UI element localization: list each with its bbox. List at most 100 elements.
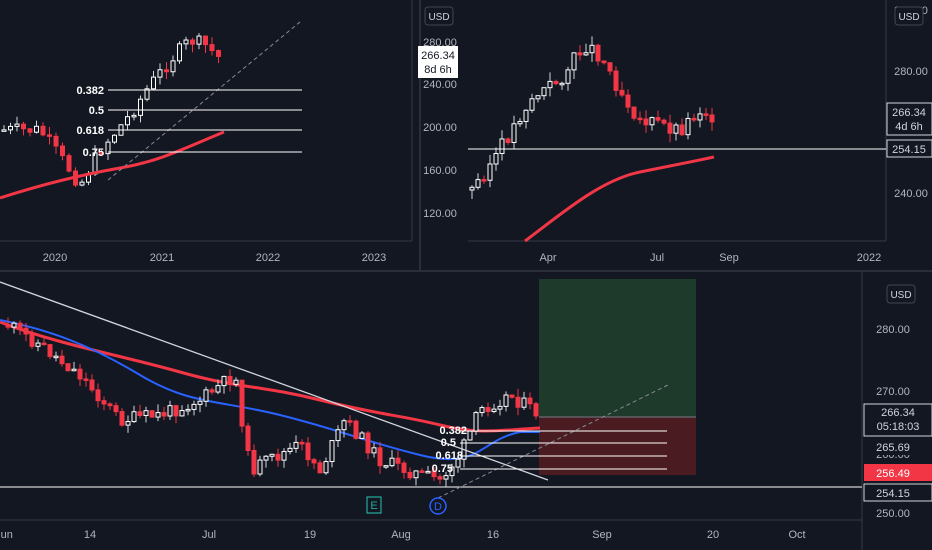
candle (185, 408, 191, 412)
candle (497, 405, 503, 410)
x-tick-label: 16 (487, 529, 499, 541)
candle (323, 461, 329, 474)
candle (467, 430, 473, 441)
candle (485, 407, 491, 412)
stop-price: 256.49 (876, 468, 910, 480)
candle (196, 35, 202, 45)
candle (625, 94, 631, 108)
candle (341, 420, 347, 431)
x-tick-label: 2023 (362, 252, 386, 264)
candle (371, 447, 377, 454)
candle (517, 120, 523, 125)
candle (493, 153, 499, 165)
candle (233, 379, 239, 385)
candle (697, 113, 703, 121)
x-tick-label: 19 (304, 529, 316, 541)
candle (527, 397, 533, 405)
candle (475, 179, 481, 188)
candle (377, 447, 383, 467)
candle (425, 470, 431, 474)
candle (583, 52, 589, 56)
candle (53, 355, 59, 359)
candle (157, 69, 163, 78)
fib-label: 0.5 (89, 105, 104, 117)
support-price: 254.15 (876, 488, 910, 500)
candle (479, 407, 485, 414)
candle (365, 432, 371, 454)
candle (138, 98, 143, 116)
candle (487, 163, 493, 181)
candle (643, 118, 649, 126)
candle (691, 117, 697, 121)
currency-button[interactable] (894, 6, 924, 26)
candle (613, 70, 619, 91)
last-price: 266.34 (421, 50, 455, 62)
candle (190, 39, 195, 45)
candle (509, 394, 515, 398)
fib-label: 0.5 (441, 437, 456, 449)
candle (637, 117, 643, 121)
candle (59, 355, 65, 365)
last-price-tag (886, 102, 932, 136)
candle (499, 138, 505, 155)
candle (505, 138, 511, 143)
y-tick-label: 250.00 (876, 508, 910, 520)
candle (673, 124, 679, 134)
candle (227, 375, 233, 385)
fib-levels: 0.382 0.5 0.618 0.75 (76, 85, 302, 159)
candle (661, 119, 667, 124)
candle (515, 396, 521, 408)
candle (17, 322, 23, 329)
bottom-chart[interactable]: 0.382 0.5 0.618 0.75 E D Jun 14 Jul 19 A… (0, 271, 932, 550)
candle (305, 442, 311, 461)
dividend-marker[interactable]: D (429, 497, 447, 515)
candle (215, 385, 221, 393)
candle (35, 342, 41, 347)
candle (113, 405, 119, 413)
support-price-tag (863, 483, 932, 502)
descending-trendline (0, 281, 549, 481)
candle (11, 322, 17, 328)
candle (14, 123, 20, 127)
x-tick-label: Jul (202, 529, 216, 541)
candle (269, 453, 275, 457)
candle (703, 113, 709, 116)
candle (119, 411, 125, 426)
earnings-marker[interactable]: E (366, 496, 382, 514)
candle (112, 134, 117, 143)
currency-button[interactable] (424, 6, 454, 26)
x-tick-label: Jul (650, 252, 664, 264)
candle (131, 411, 137, 423)
candle (601, 60, 607, 64)
candle (709, 114, 715, 123)
candle (105, 141, 111, 155)
candle (95, 389, 101, 402)
top-left-chart[interactable]: 0.382 0.5 0.618 0.75 2020 2021 2022 2023… (0, 0, 458, 264)
candle (216, 50, 221, 57)
support-price: 254.15 (892, 144, 926, 156)
candle (197, 400, 203, 405)
candle (491, 408, 497, 412)
candle (101, 400, 107, 405)
x-tick-label: Sep (592, 529, 612, 541)
x-tick-label: 2021 (150, 252, 174, 264)
candle (66, 155, 72, 172)
candle (443, 475, 449, 480)
x-tick-label: Apr (539, 252, 556, 264)
candle (251, 449, 257, 475)
countdown: 05:18:03 (877, 421, 920, 433)
candle (347, 420, 353, 423)
candle (257, 459, 263, 475)
moving-average-line (524, 155, 715, 243)
fib-label: 0.75 (83, 147, 104, 159)
currency-button[interactable] (886, 284, 916, 304)
candle (161, 412, 167, 417)
candle (21, 123, 26, 130)
top-right-chart[interactable]: Apr Jul Sep 2022 320.00 280.00 240.00 US… (468, 0, 932, 264)
candle (335, 429, 341, 442)
fib-levels: 0.382 0.5 0.618 0.75 (432, 425, 667, 475)
candle (553, 80, 559, 85)
candle (27, 128, 33, 133)
candle (533, 403, 539, 417)
